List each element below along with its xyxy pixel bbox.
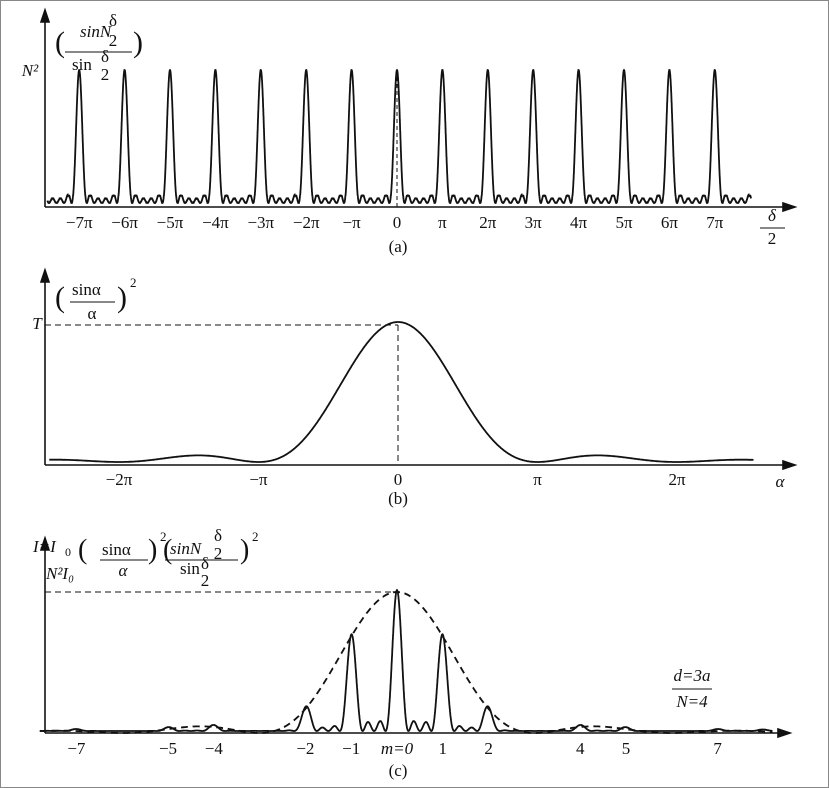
x-tick-label: m=0 [381, 739, 414, 758]
x-tick-label: −2π [106, 470, 133, 489]
sinc-curve [49, 321, 754, 463]
formula-part: 2 [109, 31, 118, 50]
formula-part: ) [148, 534, 157, 565]
formula-part: ) [240, 534, 249, 565]
x-tick-label: 2π [479, 213, 497, 232]
formula-part: α [88, 304, 97, 323]
formula-part: 2 [252, 529, 259, 544]
x-tick-label: π [533, 470, 542, 489]
x-tick-label: 0 [394, 470, 403, 489]
x-label: 2 [768, 229, 777, 248]
formula-part: 2 [101, 65, 110, 84]
x-label: δ [768, 206, 777, 225]
x-label: α [776, 472, 786, 491]
note: d=3a [674, 666, 711, 685]
x-tick-label: 5 [622, 739, 631, 758]
formula-part: 2 [160, 529, 167, 544]
x-tick-label: 7 [713, 739, 722, 758]
axes [39, 7, 798, 739]
x-tick-label: −2 [296, 739, 314, 758]
x-tick-label: 4 [576, 739, 585, 758]
x-tick-label: π [438, 213, 447, 232]
formula-part: 0 [65, 545, 71, 559]
formula-part: sin [180, 559, 200, 578]
formula-part: δ [214, 526, 222, 545]
x-tick-label: 4π [570, 213, 588, 232]
x-tick-label: −3π [247, 213, 274, 232]
formula-part: sinα [72, 280, 101, 299]
grating-curve [46, 68, 752, 204]
formula-part: ) [117, 281, 127, 314]
formula-part: α [119, 561, 129, 580]
formula-part: ( [78, 534, 87, 565]
formula-part: δ [109, 11, 117, 30]
formula-part: ( [55, 26, 65, 59]
formula-part: δ [201, 554, 209, 573]
x-tick-label: −π [343, 213, 362, 232]
x-tick-label: −1 [342, 739, 360, 758]
x-tick-label: 1 [439, 739, 448, 758]
x-tick-label: 7π [706, 213, 724, 232]
note: N=4 [675, 692, 708, 711]
caption: (c) [389, 761, 408, 780]
x-tick-label: −7 [67, 739, 86, 758]
x-tick-label: 6π [661, 213, 679, 232]
x-tick-label: −π [249, 470, 268, 489]
x-tick-label: 5π [615, 213, 633, 232]
x-tick-label: −6π [111, 213, 138, 232]
y-label: N²I₀ [45, 564, 74, 583]
formula-part: I=I [32, 537, 57, 556]
formula-part: sin [72, 55, 92, 74]
x-tick-label: 3π [525, 213, 543, 232]
y-label: T [32, 314, 43, 333]
formula-part: ) [133, 26, 143, 59]
formula-part: sinN [170, 539, 203, 558]
x-tick-label: −2π [293, 213, 320, 232]
formula-part: 2 [214, 544, 223, 563]
y-label: N² [21, 61, 39, 80]
x-tick-label: 0 [393, 213, 402, 232]
x-tick-label: −5 [159, 739, 177, 758]
formula-part: ( [55, 281, 65, 314]
x-tick-label: −4 [205, 739, 224, 758]
formula-part: sinα [102, 540, 131, 559]
formula-part: 2 [201, 571, 210, 590]
x-tick-label: −7π [66, 213, 93, 232]
formula-part: 2 [130, 275, 137, 290]
caption: (a) [389, 237, 408, 256]
intensity-curve [39, 588, 773, 732]
formula-part: sinN [80, 22, 113, 41]
formula-part: ( [163, 534, 172, 565]
formula-part: δ [101, 47, 109, 66]
x-tick-label: −4π [202, 213, 229, 232]
x-tick-label: −5π [157, 213, 184, 232]
x-tick-label: 2 [484, 739, 493, 758]
caption: (b) [388, 489, 408, 508]
x-tick-label: 2π [668, 470, 686, 489]
